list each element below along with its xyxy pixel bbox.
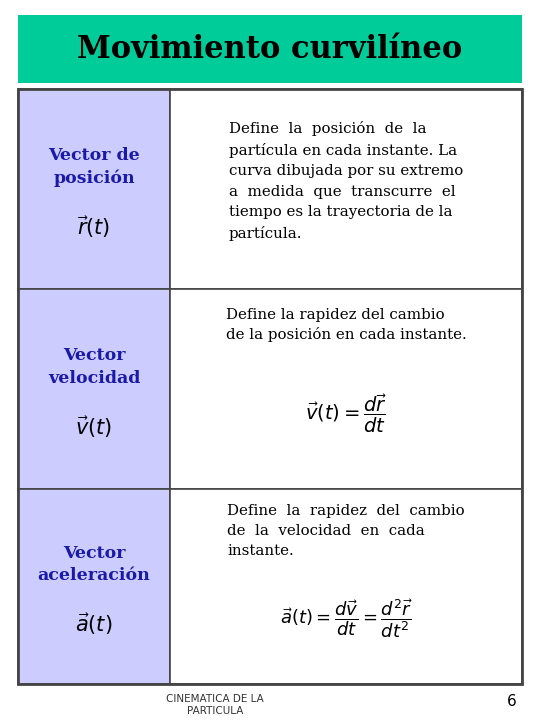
Bar [18,489,170,684]
Bar [18,15,522,83]
Bar [170,89,522,289]
Text: Vector de
posición: Vector de posición [48,147,140,187]
Text: Movimiento curvilíneo: Movimiento curvilíneo [77,34,463,65]
Bar [18,89,170,289]
Text: $\vec{v}(t) = \dfrac{d\vec{r}}{dt}$: $\vec{v}(t) = \dfrac{d\vec{r}}{dt}$ [305,393,387,435]
Bar [170,289,522,489]
Text: Vector
velocidad: Vector velocidad [48,347,140,387]
Bar [170,489,522,684]
Bar [18,289,170,489]
Text: $\vec{a}(t)$: $\vec{a}(t)$ [75,611,113,637]
Text: Define  la  posición  de  la
partícula en cada instante. La
curva dibujada por s: Define la posición de la partícula en ca… [229,121,463,241]
Bar [18,89,522,684]
Text: Define  la  rapidez  del  cambio
de  la  velocidad  en  cada
instante.: Define la rapidez del cambio de la veloc… [227,504,465,558]
Text: CINEMATICA DE LA
PARTICULA: CINEMATICA DE LA PARTICULA [166,694,264,716]
Text: Vector
aceleración: Vector aceleración [38,545,150,584]
Text: Define la rapidez del cambio
de la posición en cada instante.: Define la rapidez del cambio de la posic… [226,307,467,343]
Text: 6: 6 [507,694,517,709]
Text: $\vec{r}(t)$: $\vec{r}(t)$ [77,214,111,240]
Text: $\vec{a}(t) = \dfrac{d\vec{v}}{dt} = \dfrac{d^2\vec{r}}{dt^2}$: $\vec{a}(t) = \dfrac{d\vec{v}}{dt} = \df… [280,598,413,640]
Text: $\vec{v}(t)$: $\vec{v}(t)$ [76,414,112,440]
